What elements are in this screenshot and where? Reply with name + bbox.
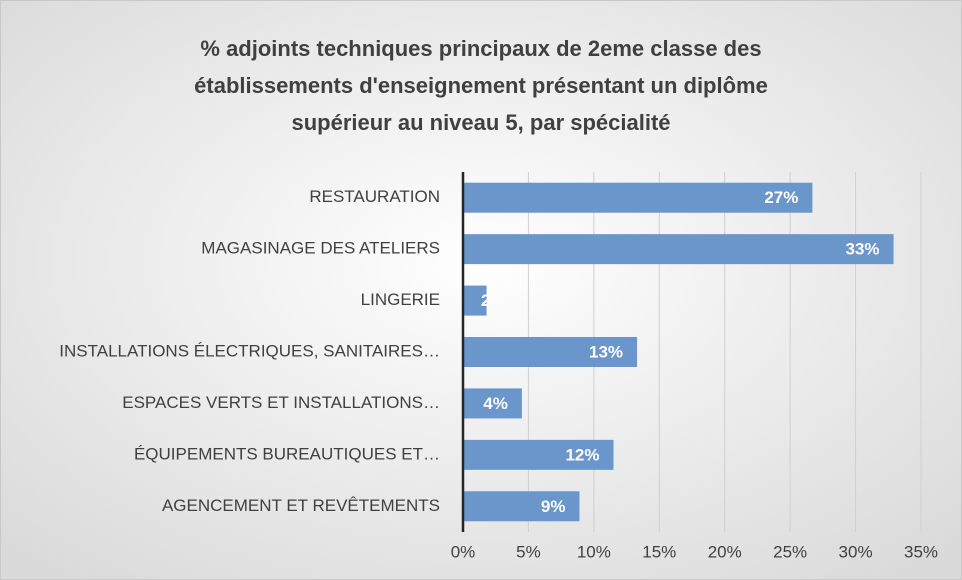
data-label: 13% <box>589 342 623 361</box>
x-tick-label: 0% <box>451 542 476 561</box>
y-tick-label: LINGERIE <box>361 290 440 309</box>
chart-title: % adjoints techniques principaux de 2eme… <box>200 36 761 61</box>
data-label: 12% <box>565 445 599 464</box>
y-tick-label: INSTALLATIONS ÉLECTRIQUES, SANITAIRES… <box>59 341 440 360</box>
y-tick-label: AGENCEMENT ET REVÊTEMENTS <box>162 496 440 515</box>
chart-title: établissements d'enseignement présentant… <box>194 73 768 98</box>
chart-title: supérieur au niveau 5, par spécialité <box>291 110 670 135</box>
bar <box>463 182 813 213</box>
y-tick-label: RESTAURATION <box>309 187 440 206</box>
x-tick-label: 25% <box>773 542 807 561</box>
data-label: 2 <box>481 291 490 310</box>
bar <box>463 388 522 419</box>
bar <box>463 491 580 522</box>
y-tick-label: MAGASINAGE DES ATELIERS <box>201 239 440 258</box>
data-label: 9% <box>541 497 566 516</box>
x-tick-label: 35% <box>904 542 938 561</box>
bar <box>463 337 638 367</box>
bar <box>463 439 614 470</box>
data-label: 33% <box>845 240 879 259</box>
data-label: 27% <box>764 188 798 207</box>
data-label: 4% <box>483 394 508 413</box>
x-tick-label: 30% <box>839 542 873 561</box>
y-tick-label: ESPACES VERTS ET INSTALLATIONS… <box>122 393 440 412</box>
bar <box>463 285 487 316</box>
x-tick-label: 20% <box>708 542 742 561</box>
x-tick-label: 15% <box>642 542 676 561</box>
x-tick-label: 5% <box>516 542 541 561</box>
bar <box>463 234 894 265</box>
y-tick-label: ÉQUIPEMENTS BUREAUTIQUES ET… <box>134 444 440 463</box>
x-tick-label: 10% <box>577 542 611 561</box>
